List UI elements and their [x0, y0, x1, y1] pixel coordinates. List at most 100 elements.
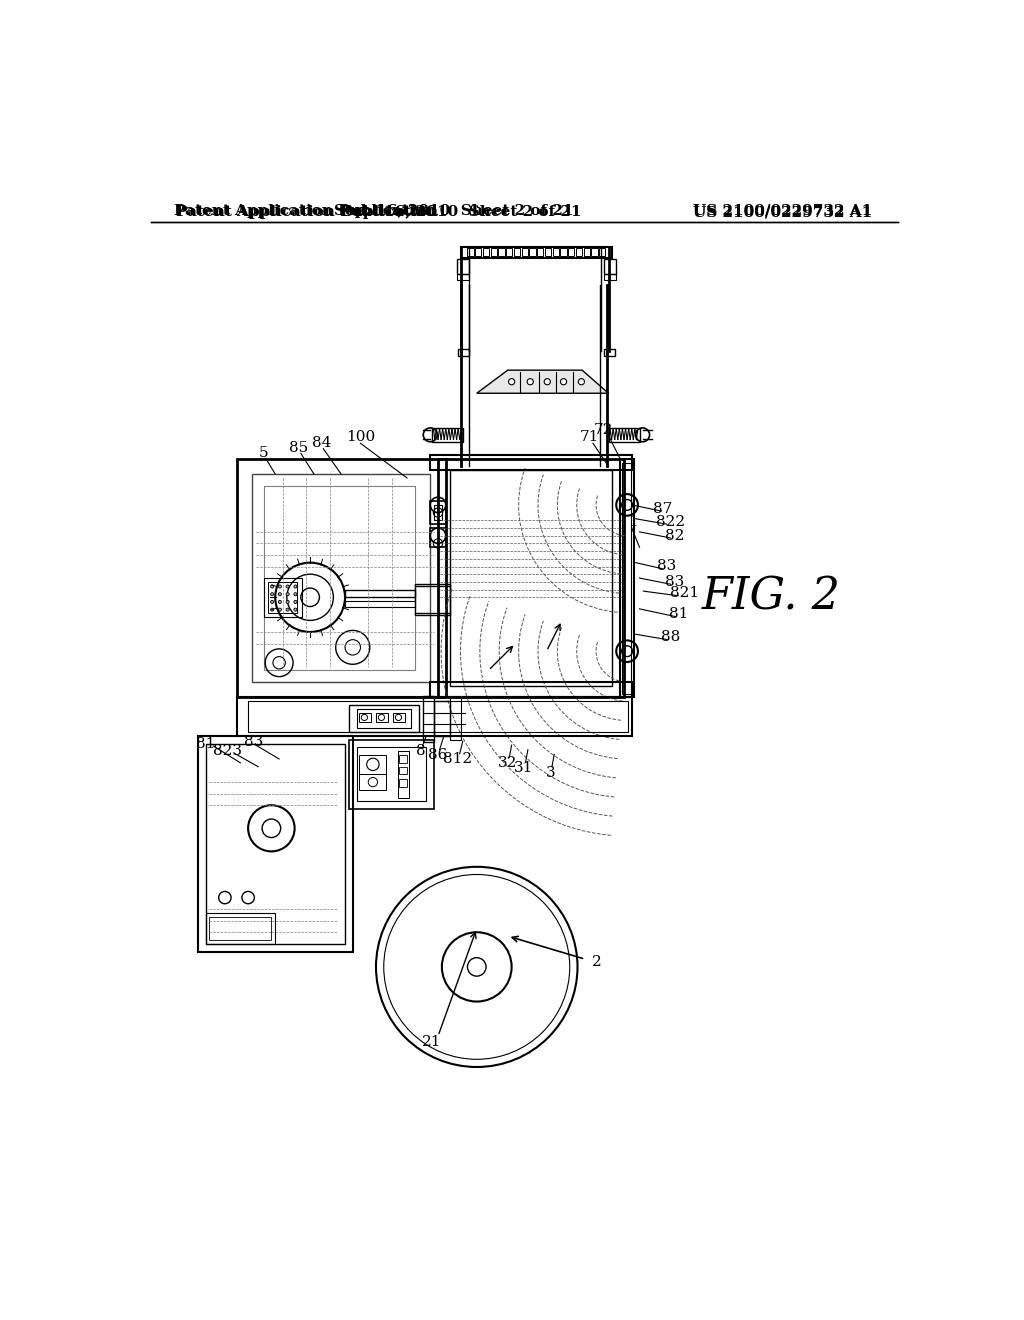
Bar — [499, 248, 505, 256]
Bar — [397, 751, 410, 797]
Bar — [604, 275, 616, 280]
Text: 3: 3 — [546, 766, 555, 780]
Circle shape — [579, 379, 585, 385]
Bar — [434, 506, 442, 520]
Bar — [267, 582, 297, 612]
Bar — [568, 248, 574, 256]
Bar — [252, 474, 430, 682]
Bar — [432, 428, 463, 442]
Bar — [608, 428, 640, 442]
Text: 83: 83 — [657, 560, 676, 573]
Bar — [430, 455, 632, 470]
Bar — [490, 248, 497, 256]
Bar — [538, 248, 544, 256]
Bar — [399, 779, 407, 787]
Bar — [423, 696, 434, 742]
Circle shape — [294, 601, 297, 603]
Bar — [457, 259, 469, 275]
Bar — [483, 248, 489, 256]
Text: 821: 821 — [670, 586, 699, 601]
Bar — [198, 737, 352, 952]
Circle shape — [560, 379, 566, 385]
Circle shape — [294, 593, 297, 595]
Bar — [359, 713, 371, 722]
Bar — [430, 682, 632, 697]
Bar — [434, 701, 450, 737]
Text: 81: 81 — [196, 737, 215, 751]
Bar — [575, 248, 583, 256]
Text: 85: 85 — [289, 441, 308, 455]
Text: 1: 1 — [629, 515, 638, 529]
Bar — [560, 248, 566, 256]
Text: 72: 72 — [594, 424, 613, 437]
Text: 87: 87 — [653, 502, 673, 516]
Circle shape — [294, 585, 297, 589]
Bar — [345, 590, 415, 597]
Text: 71: 71 — [581, 430, 600, 444]
Bar — [376, 713, 388, 722]
Bar — [206, 913, 275, 944]
Text: 100: 100 — [346, 430, 375, 444]
Text: 84: 84 — [312, 437, 332, 450]
Circle shape — [270, 609, 273, 611]
Bar — [415, 585, 450, 615]
Bar — [621, 459, 634, 697]
Text: 83: 83 — [244, 735, 263, 748]
Bar — [514, 248, 520, 256]
Text: Patent Application Publication: Patent Application Publication — [174, 203, 436, 218]
Circle shape — [270, 601, 273, 603]
Text: Sep. 16, 2010  Sheet 2 of 21: Sep. 16, 2010 Sheet 2 of 21 — [334, 203, 573, 218]
Bar — [237, 459, 445, 697]
Text: US 2100/0229732 A1: US 2100/0229732 A1 — [693, 206, 872, 219]
Bar — [356, 709, 411, 729]
Text: 32: 32 — [498, 756, 517, 770]
Text: 31: 31 — [514, 762, 532, 775]
Bar — [349, 739, 434, 809]
Circle shape — [286, 609, 289, 611]
Bar — [604, 259, 616, 275]
Bar — [506, 248, 512, 256]
Text: 822: 822 — [656, 515, 685, 529]
Bar — [438, 459, 624, 697]
Circle shape — [270, 593, 273, 595]
Bar — [461, 247, 612, 257]
Circle shape — [279, 601, 282, 603]
Text: 86: 86 — [428, 748, 447, 762]
Text: 83: 83 — [665, 576, 684, 589]
Text: 5: 5 — [259, 446, 268, 461]
Bar — [475, 248, 481, 256]
Circle shape — [279, 585, 282, 589]
Bar — [237, 697, 632, 737]
Circle shape — [286, 601, 289, 603]
Text: 2: 2 — [592, 954, 602, 969]
Text: 82: 82 — [665, 529, 684, 543]
Text: 823: 823 — [213, 744, 242, 758]
Bar — [359, 775, 386, 789]
Text: Patent Application Publication: Patent Application Publication — [176, 206, 438, 219]
Bar — [450, 470, 612, 686]
Circle shape — [527, 379, 534, 385]
Text: 88: 88 — [660, 631, 680, 644]
Bar — [263, 486, 415, 671]
Circle shape — [509, 379, 515, 385]
Bar — [206, 743, 345, 944]
Text: FIG. 2: FIG. 2 — [701, 576, 841, 619]
Polygon shape — [477, 370, 608, 393]
Circle shape — [286, 593, 289, 595]
Bar — [359, 755, 386, 775]
Circle shape — [270, 585, 273, 589]
Bar — [248, 701, 628, 733]
Circle shape — [279, 609, 282, 611]
Bar — [521, 248, 528, 256]
Bar — [584, 248, 590, 256]
Bar — [356, 747, 426, 801]
Bar — [399, 767, 407, 775]
Bar — [430, 502, 445, 524]
Text: 812: 812 — [442, 752, 472, 766]
Text: Sep. 16, 2010  Sheet 2 of 21: Sep. 16, 2010 Sheet 2 of 21 — [341, 206, 581, 219]
Circle shape — [286, 585, 289, 589]
Text: 8: 8 — [416, 744, 426, 758]
Bar — [457, 275, 469, 280]
Bar — [393, 713, 404, 722]
Text: 21: 21 — [422, 1035, 441, 1049]
